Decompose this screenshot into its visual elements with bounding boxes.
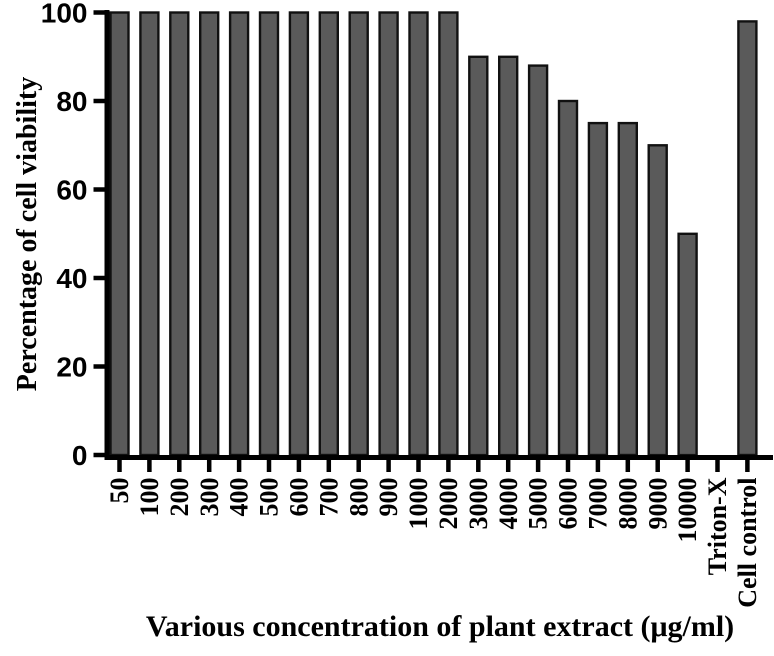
y-tick-label-20: 20 <box>56 352 87 383</box>
x-tick-label-900: 900 <box>374 478 403 517</box>
y-tick-label-60: 60 <box>56 175 87 206</box>
x-tick-label-800: 800 <box>344 478 373 517</box>
bar-1000 <box>408 11 429 457</box>
x-tick-label-50: 50 <box>105 478 134 504</box>
x-tick-label-1000: 1000 <box>404 478 433 530</box>
bar-800 <box>348 11 369 457</box>
bar-100 <box>139 11 160 457</box>
x-tick-label-8000: 8000 <box>613 478 642 530</box>
bar-400 <box>228 11 250 457</box>
y-tick-label-40: 40 <box>56 263 87 294</box>
axes-group <box>104 10 773 460</box>
x-tick-label-400: 400 <box>225 478 254 517</box>
x-tick-label-200: 200 <box>165 478 194 517</box>
y-tick-label-80: 80 <box>56 86 87 117</box>
bar-2000 <box>438 11 459 457</box>
bar-10000 <box>677 232 698 457</box>
x-tick-label-2000: 2000 <box>434 478 463 530</box>
bar-200 <box>169 11 190 457</box>
y-axis-title: Percentage of cell viability <box>12 77 43 391</box>
x-axis-title: Various concentration of plant extract (… <box>146 610 734 643</box>
ticks-group <box>93 10 750 472</box>
x-tick-label-Triton-X: Triton-X <box>703 477 732 575</box>
y-tick-label-0: 0 <box>72 440 88 471</box>
x-tick-label-5000: 5000 <box>524 478 553 530</box>
x-tick-label-4000: 4000 <box>494 478 523 530</box>
x-tick-label-300: 300 <box>195 478 224 517</box>
bar-8000 <box>617 121 638 457</box>
bar-Cell control <box>737 20 758 457</box>
x-tick-label-10000: 10000 <box>673 478 702 543</box>
x-tick-label-Cell control: Cell control <box>733 478 762 608</box>
bar-3000 <box>468 55 489 457</box>
bar-700 <box>318 11 339 457</box>
bar-9000 <box>647 144 668 457</box>
bar-600 <box>288 11 310 457</box>
x-tick-label-6000: 6000 <box>554 478 583 530</box>
x-tick-label-9000: 9000 <box>643 478 672 530</box>
y-tick-label-100: 100 <box>41 0 88 29</box>
bar-500 <box>258 11 280 457</box>
bars-group <box>109 11 758 457</box>
bar-7000 <box>587 121 609 457</box>
bar-50 <box>109 11 130 457</box>
bar-300 <box>198 11 220 457</box>
bar-6000 <box>557 99 579 457</box>
bar-900 <box>378 11 399 457</box>
bar-4000 <box>498 55 519 457</box>
x-tick-label-7000: 7000 <box>583 478 612 530</box>
bar-5000 <box>527 64 549 457</box>
x-tick-label-600: 600 <box>284 478 313 517</box>
x-tick-label-3000: 3000 <box>464 478 493 530</box>
x-tick-label-500: 500 <box>255 478 284 517</box>
x-tick-label-100: 100 <box>135 478 164 517</box>
x-tick-label-700: 700 <box>314 478 343 517</box>
